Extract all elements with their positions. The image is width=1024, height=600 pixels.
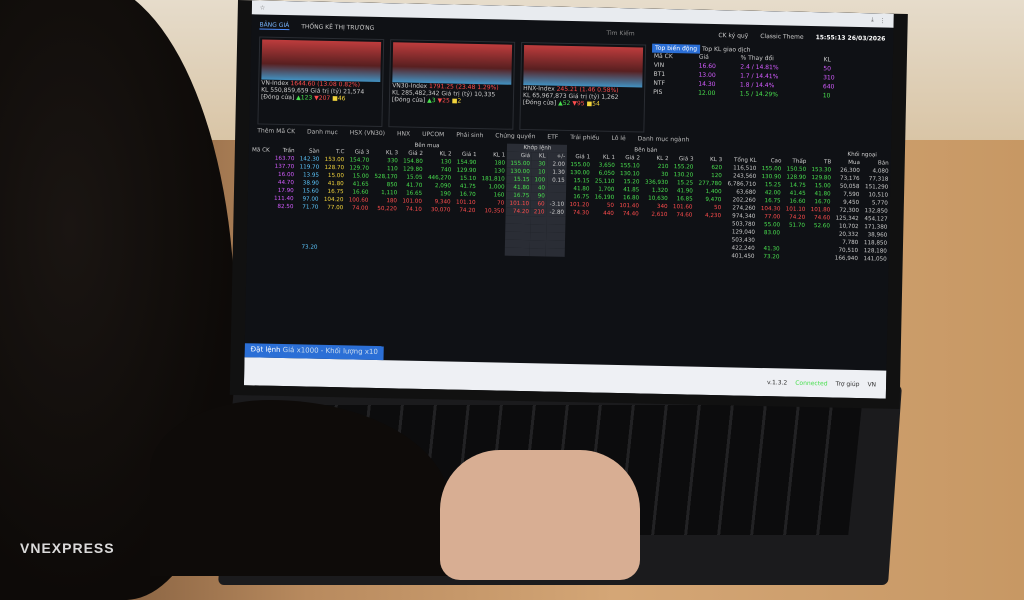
theme-toggle[interactable]: Classic Theme <box>760 32 804 41</box>
cell <box>452 247 477 256</box>
cell: 141,050 <box>863 256 887 263</box>
advances: 3 <box>431 97 436 105</box>
unchanged: 46 <box>337 95 346 103</box>
connection-status: Connected <box>795 379 828 387</box>
star-icon[interactable]: ☆ <box>259 3 266 12</box>
laptop-screen-bezel: ☆ ⤓ ⋮ BẢNG GIÁ THỐNG KÊ THỊ TRƯỜNG Tìm Kiế… <box>229 0 908 409</box>
tab-price-board[interactable]: BẢNG GIÁ <box>259 21 290 31</box>
declines: 95 <box>576 100 585 108</box>
unchanged: 54 <box>592 100 600 108</box>
cell: 210 <box>530 208 547 217</box>
filter-3[interactable]: HNX <box>396 130 411 138</box>
cell: 12.00 <box>698 89 716 98</box>
filter-8[interactable]: Trái phiếu <box>570 133 600 142</box>
filter-5[interactable]: Phái sinh <box>456 131 484 140</box>
cell <box>398 245 423 254</box>
filter-6[interactable]: Chứng quyền <box>495 132 536 141</box>
cell: 166,940 <box>834 255 858 263</box>
cell <box>545 248 566 257</box>
order-button[interactable]: Đặt lệnh Giá x1000 - Khối lượng x10 <box>244 343 384 361</box>
download-icon[interactable]: ⤓ <box>870 16 874 24</box>
cell: 73.20 <box>763 254 780 261</box>
filter-4[interactable]: UPCOM <box>422 130 445 139</box>
cell <box>640 250 669 259</box>
cell: 401,450 <box>731 253 755 260</box>
index-chart <box>392 42 513 85</box>
cell <box>615 250 640 259</box>
cell: 73.20 <box>301 244 318 251</box>
declines: 25 <box>442 97 450 105</box>
filter-10[interactable]: Danh mục ngành <box>637 135 690 144</box>
filter-1[interactable]: Danh mục <box>306 128 338 137</box>
version: v.1.3.2 <box>766 378 788 387</box>
advances: 123 <box>300 94 313 102</box>
margin-toggle[interactable]: CK ký quỹ <box>718 31 749 40</box>
index-status: [Đóng cửa] <box>391 96 426 104</box>
index-value-traded: 1,262 <box>601 93 619 101</box>
unit-note: Giá x1000 - Khối lượng x10 <box>282 346 378 357</box>
cell <box>476 247 505 256</box>
index-value-traded: 21,574 <box>343 88 365 96</box>
hand <box>440 450 640 580</box>
cell: PIS <box>653 88 663 96</box>
cell <box>530 248 546 257</box>
filter-0[interactable]: Thêm Mã CK <box>257 127 296 136</box>
cell: 10 <box>822 92 831 100</box>
cell <box>693 252 722 261</box>
index-panel[interactable]: VN-Index 1644.60 (13.08 0.82%) KL 550,85… <box>257 36 385 128</box>
advances: 52 <box>562 99 571 107</box>
taskbar: v.1.3.2 Connected Trợ giúp VN <box>243 357 887 399</box>
index-chart <box>523 45 644 88</box>
filter-9[interactable]: Lô lẻ <box>611 134 626 143</box>
menu-icon[interactable]: ⋮ <box>879 16 886 25</box>
top-movers-table: Mã CK Giá% Thay đổi KL VIN 16.60 2.4 / 14.81%… <box>651 52 852 101</box>
top-movers-panel: Top biến động Top KL giao dịch Mã CK Giá%… <box>650 43 852 137</box>
index-chart <box>261 39 382 82</box>
cell <box>505 247 531 257</box>
index-panel[interactable]: HNX-Index 245.21 (1.46 0.58%) KL 65,967,… <box>519 41 647 133</box>
tab-top-volume[interactable]: Top KL giao dịch <box>701 45 751 54</box>
search-input[interactable]: Tìm Kiếm <box>606 29 635 37</box>
cell <box>590 249 615 258</box>
declines: 207 <box>318 94 331 102</box>
cell <box>344 244 369 253</box>
cell: 100 <box>531 176 548 185</box>
cell <box>319 244 344 253</box>
index-status: [Đóng cửa] <box>522 98 557 107</box>
order-button-label: Đặt lệnh <box>250 345 281 354</box>
cell <box>369 245 398 254</box>
trading-screen: ☆ ⤓ ⋮ BẢNG GIÁ THỐNG KÊ THỊ TRƯỜNG Tìm Kiế… <box>243 0 894 399</box>
price-board: Bên mua Khớp lệnh Bên bán Khối ngoại Mã CK Tr… <box>247 138 891 263</box>
language-switch[interactable]: VN <box>867 380 877 388</box>
cell <box>669 251 694 260</box>
unchanged: 2 <box>457 97 462 105</box>
help-link[interactable]: Trợ giúp <box>835 380 860 388</box>
tab-market-stats[interactable]: THỐNG KÊ THỊ TRƯỜNG <box>301 22 375 32</box>
filter-2[interactable]: HSX (VN30) <box>349 129 386 138</box>
cell: 1.5 / 14.29% <box>739 90 779 99</box>
cell <box>806 254 831 263</box>
watermark-logo: VNEXPRESS <box>20 540 115 556</box>
index-panels: VN-Index 1644.60 (13.08 0.82%) KL 550,85… <box>249 36 893 137</box>
cell <box>781 253 806 262</box>
datetime: 15:55:13 26/03/2026 <box>815 33 886 43</box>
filter-7[interactable]: ETF <box>547 133 559 141</box>
index-panel[interactable]: VN30-Index 1791.25 (23.48 1.29%) KL 285,… <box>388 39 516 130</box>
cell <box>423 246 452 255</box>
index-status: [Đóng cửa] <box>260 93 295 102</box>
cell <box>247 242 270 250</box>
index-value-traded: 10,335 <box>474 90 496 99</box>
cell <box>270 243 295 252</box>
cell <box>565 249 590 258</box>
